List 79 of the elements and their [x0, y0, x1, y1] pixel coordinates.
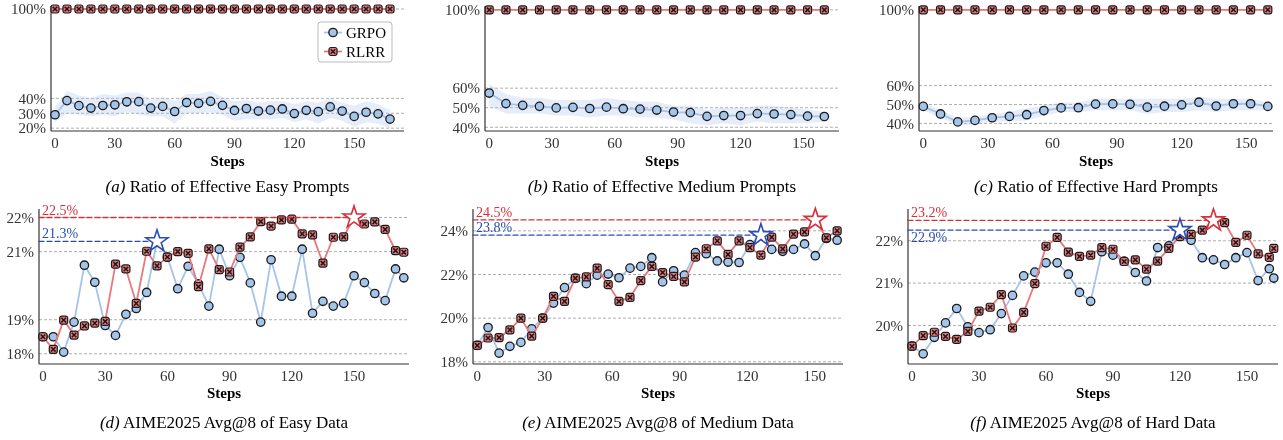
x-tick-label: 90 [670, 135, 686, 151]
x-tick-label: 90 [1109, 135, 1125, 151]
y-tick-label: 40% [18, 90, 46, 107]
x-tick-label: 90 [672, 368, 688, 384]
x-tick-label: 0 [473, 368, 482, 384]
y-tick-label: 24% [440, 223, 468, 240]
x-tick-label: 60 [167, 135, 183, 151]
y-tick-label: 20% [440, 310, 468, 327]
x-tick-label: 30 [980, 135, 996, 151]
x-tick-label: 150 [1235, 135, 1258, 151]
y-tick-label: 22% [6, 209, 34, 226]
legend-label: GRPO [346, 24, 387, 41]
y-tick-label: 19% [6, 311, 34, 328]
y-tick-label: 20% [875, 317, 903, 334]
x-tick-label: 30 [537, 368, 553, 384]
y-tick-label: 40% [452, 119, 480, 136]
x-axis-title: Steps [210, 153, 245, 169]
x-tick-label: 60 [1045, 135, 1060, 151]
y-tick-label: 18% [6, 346, 34, 363]
annotation: 23.2% [911, 205, 948, 221]
x-tick-label: 60 [1038, 368, 1054, 384]
y-tick-label: 100% [879, 2, 914, 19]
x-tick-label: 0 [919, 135, 928, 151]
y-tick-label: 20% [18, 120, 46, 137]
text: (a) Ratio of Effective Easy Prompts [105, 177, 350, 196]
x-tick-label: 150 [342, 368, 366, 384]
x-tick-label: 150 [792, 135, 815, 151]
x-axis-title: Steps [1075, 385, 1111, 401]
x-axis-title: Steps [206, 385, 242, 401]
x-tick-label: 0 [485, 135, 493, 151]
x-tick-label: 120 [280, 368, 304, 384]
annotation: 22.9% [911, 230, 948, 246]
y-tick-label: 30% [18, 105, 46, 122]
legend-label: RLRR [346, 43, 386, 60]
x-tick-label: 60 [607, 135, 623, 151]
annotation: 22.5% [42, 202, 79, 218]
x-tick-label: 120 [735, 368, 759, 384]
x-tick-label: 120 [1170, 135, 1193, 151]
x-axis-title: Steps [640, 385, 676, 401]
y-tick-label: 60% [452, 80, 480, 97]
x-tick-label: 150 [1235, 368, 1259, 384]
y-tick-label: 100% [445, 2, 480, 19]
x-tick-label: 150 [803, 368, 826, 384]
y-tick-label: 50% [886, 96, 914, 113]
x-tick-label: 90 [222, 368, 238, 384]
y-tick-label: 50% [452, 99, 480, 116]
y-tick-label: 40% [886, 115, 914, 132]
annotation: 23.8% [476, 220, 513, 236]
y-tick-label: 18% [440, 354, 468, 371]
x-tick-label: 120 [1168, 368, 1192, 384]
y-tick-label: 100% [11, 1, 46, 18]
y-tick-label: 21% [6, 243, 34, 260]
x-tick-label: 120 [283, 135, 306, 151]
text: (c) Ratio of Effective Hard Prompts [974, 177, 1218, 196]
text: (b) Ratio of Effective Medium Prompts [527, 177, 797, 196]
x-tick-label: 60 [159, 368, 175, 384]
text: (f) AIME2025 Avg@8 of Hard Data [970, 413, 1217, 432]
x-tick-label: 120 [729, 135, 752, 151]
x-tick-label: 90 [226, 135, 242, 151]
y-tick-label: 22% [875, 233, 903, 250]
x-tick-label: 0 [908, 368, 916, 384]
x-tick-label: 150 [342, 135, 366, 151]
x-tick-label: 60 [604, 368, 620, 384]
y-tick-label: 21% [875, 275, 903, 292]
x-tick-label: 30 [544, 135, 560, 151]
x-tick-label: 90 [1105, 368, 1121, 384]
x-axis-title: Steps [1078, 153, 1114, 169]
text: (e) AIME2025 Avg@8 of Medium Data [522, 413, 795, 432]
x-tick-label: 0 [39, 368, 47, 384]
annotation: 21.3% [42, 226, 79, 242]
x-tick-label: 30 [107, 135, 123, 151]
x-axis-title: Steps [644, 153, 680, 169]
text: (d) AIME2025 Avg@8 of Easy Data [99, 413, 349, 432]
x-tick-label: 0 [51, 135, 59, 151]
x-tick-label: 30 [97, 368, 113, 384]
annotation: 24.5% [476, 204, 513, 220]
x-tick-label: 30 [971, 368, 987, 384]
y-tick-label: 60% [886, 77, 914, 94]
y-tick-label: 22% [440, 266, 468, 283]
